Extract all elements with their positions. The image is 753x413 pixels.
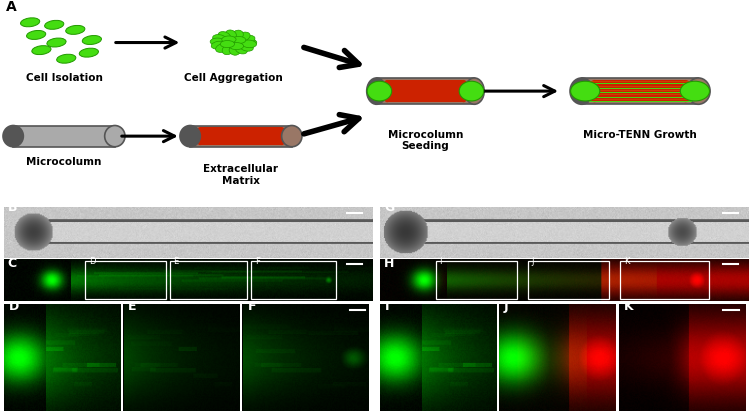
Bar: [376, 78, 474, 104]
Ellipse shape: [242, 39, 257, 46]
Bar: [190, 126, 292, 147]
Text: Cell Isolation: Cell Isolation: [26, 73, 102, 83]
Ellipse shape: [465, 78, 484, 104]
Text: G: G: [384, 201, 395, 214]
Ellipse shape: [180, 126, 200, 147]
Ellipse shape: [242, 40, 257, 48]
Ellipse shape: [382, 80, 392, 102]
Text: J: J: [504, 300, 508, 313]
Text: D: D: [8, 300, 19, 313]
Text: I: I: [439, 257, 442, 266]
Ellipse shape: [220, 40, 235, 47]
Bar: [581, 78, 699, 104]
Ellipse shape: [588, 80, 601, 102]
Bar: [528, 261, 609, 299]
Bar: [200, 127, 282, 145]
Text: A: A: [6, 0, 17, 14]
Ellipse shape: [26, 31, 46, 39]
Text: Cell Aggregation: Cell Aggregation: [184, 73, 283, 83]
Ellipse shape: [282, 126, 302, 147]
Ellipse shape: [66, 26, 85, 34]
Bar: [85, 261, 166, 299]
Bar: [595, 80, 685, 102]
Text: K: K: [624, 300, 634, 313]
Ellipse shape: [225, 30, 236, 40]
Bar: [13, 126, 114, 147]
Ellipse shape: [195, 127, 206, 145]
Ellipse shape: [218, 31, 230, 41]
Ellipse shape: [679, 80, 692, 102]
Ellipse shape: [105, 126, 125, 147]
Ellipse shape: [237, 32, 250, 41]
Ellipse shape: [239, 43, 253, 51]
Text: Microcolumn: Microcolumn: [26, 157, 102, 167]
Ellipse shape: [226, 39, 241, 46]
Text: Extracellular
Matrix: Extracellular Matrix: [203, 164, 279, 185]
Text: J: J: [532, 257, 534, 266]
Ellipse shape: [47, 38, 66, 47]
Ellipse shape: [367, 78, 386, 104]
Text: F: F: [255, 257, 260, 266]
Text: I: I: [385, 300, 389, 313]
Ellipse shape: [570, 78, 593, 104]
Text: K: K: [623, 257, 630, 266]
Ellipse shape: [367, 81, 392, 101]
Ellipse shape: [229, 45, 240, 55]
Ellipse shape: [276, 127, 287, 145]
Ellipse shape: [56, 54, 76, 63]
Ellipse shape: [459, 81, 483, 101]
Text: Micro-TENN Growth: Micro-TENN Growth: [583, 130, 697, 140]
Text: B: B: [8, 201, 17, 214]
Ellipse shape: [235, 44, 248, 54]
Ellipse shape: [232, 30, 243, 40]
Ellipse shape: [210, 38, 225, 46]
Ellipse shape: [20, 18, 40, 27]
Ellipse shape: [687, 78, 710, 104]
Ellipse shape: [82, 36, 102, 45]
Ellipse shape: [32, 46, 51, 55]
Bar: [435, 261, 517, 299]
Ellipse shape: [680, 81, 709, 101]
Ellipse shape: [44, 20, 64, 29]
Ellipse shape: [79, 48, 99, 57]
Ellipse shape: [212, 41, 226, 49]
Bar: [620, 261, 709, 299]
Ellipse shape: [459, 80, 469, 102]
Text: H: H: [384, 257, 395, 270]
Bar: [387, 80, 464, 102]
Text: C: C: [8, 257, 17, 270]
Ellipse shape: [215, 43, 229, 52]
Ellipse shape: [231, 36, 245, 43]
Ellipse shape: [222, 45, 234, 55]
Text: F: F: [248, 300, 256, 313]
Text: E: E: [173, 257, 178, 266]
Text: E: E: [127, 300, 136, 313]
Ellipse shape: [240, 35, 255, 43]
Ellipse shape: [571, 81, 600, 101]
Text: D: D: [89, 257, 95, 266]
Bar: [251, 261, 336, 299]
Ellipse shape: [212, 35, 227, 43]
Ellipse shape: [3, 126, 23, 147]
Ellipse shape: [229, 43, 244, 50]
Bar: [169, 261, 247, 299]
Text: Microcolumn
Seeding: Microcolumn Seeding: [388, 130, 463, 151]
Ellipse shape: [221, 36, 236, 43]
